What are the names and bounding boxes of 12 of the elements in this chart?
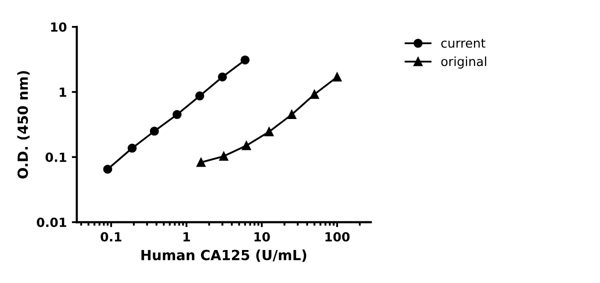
x-tick-label: 10 — [254, 232, 270, 242]
y-tick-label: 10 — [51, 22, 66, 32]
y-tick-label: 0.1 — [46, 152, 66, 162]
x-axis-title: Human CA125 (U/mL) — [141, 250, 306, 262]
legend-label: original — [441, 56, 486, 69]
x-tick-label: 0.1 — [100, 232, 122, 242]
legend-label: current — [441, 38, 486, 48]
y-axis-title: O.D. (450 nm) — [17, 71, 30, 178]
x-tick-label: 100 — [325, 232, 350, 242]
y-tick-label: 1 — [60, 88, 66, 97]
y-tick-label: 0.01 — [36, 218, 66, 228]
x-tick-label: 1 — [184, 232, 190, 242]
